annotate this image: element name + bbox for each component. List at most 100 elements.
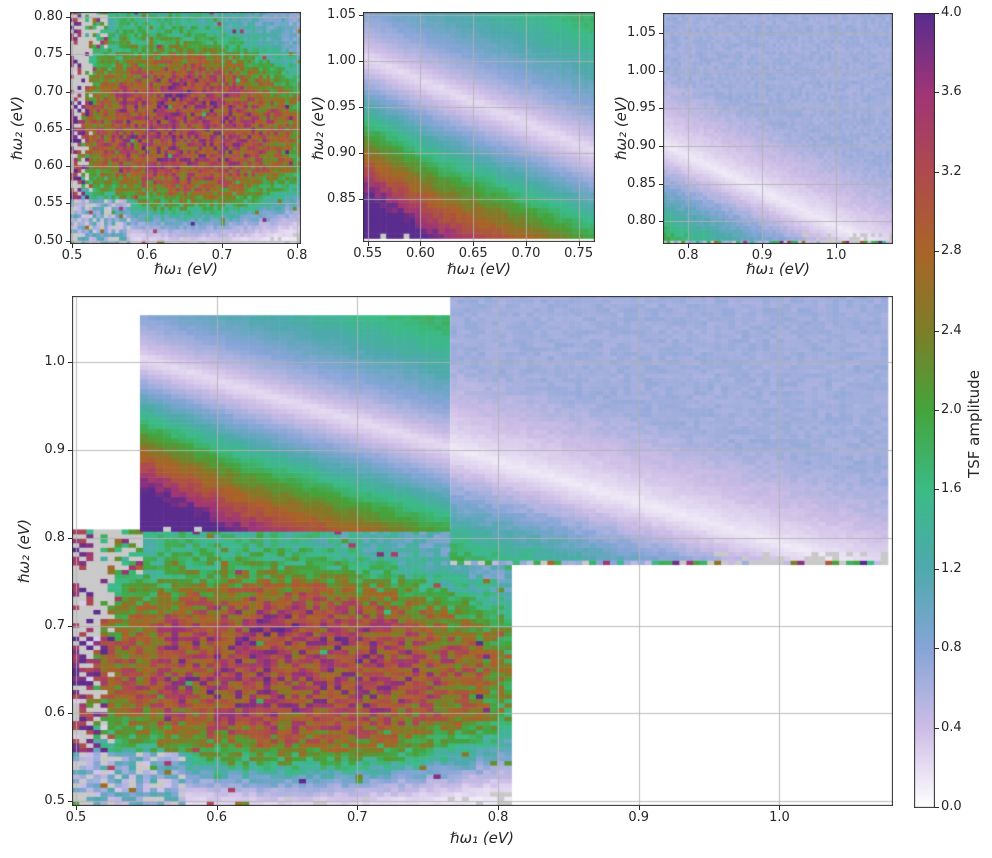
y-tick-label: 0.85 [327,191,356,207]
y-tick-label: 0.90 [327,145,356,161]
heatmap-canvas-high-energy [663,13,893,244]
colorbar-tick-mark [935,330,939,332]
y-tick-label: 0.90 [627,137,656,153]
y-tick-mark [359,15,363,17]
y-tick-mark [359,153,363,155]
colorbar-tick-label: 0.4 [941,719,962,735]
x-tick-label: 1.0 [769,810,790,825]
y-tick-mark [659,33,663,35]
x-tick-mark [473,242,475,246]
y-tick-mark [659,70,663,72]
colorbar-tick-mark [935,568,939,570]
y-tick-mark [359,61,363,63]
y-tick-label: 0.80 [34,9,63,25]
x-tick-mark [638,806,640,810]
y-tick-mark [359,199,363,201]
yaxis-label: ℏω₂ (eV) [15,518,33,584]
y-tick-label: 0.95 [627,100,656,116]
colorbar-tick-label: 2.8 [941,243,962,259]
xaxis-label: ℏω₁ (eV) [446,260,512,278]
colorbar-tick-mark [935,489,939,491]
y-tick-mark [66,166,70,168]
y-tick-label: 0.50 [34,232,63,248]
y-tick-label: 0.6 [44,705,65,721]
colorbar-tick-mark [935,92,939,94]
y-tick-label: 0.85 [627,175,656,191]
y-tick-mark [68,362,72,364]
y-tick-label: 0.70 [34,83,63,99]
colorbar-tick-mark [935,410,939,411]
y-tick-label: 0.80 [627,213,656,229]
colorbar [914,13,935,808]
x-tick-mark [498,806,500,810]
x-tick-label: 0.6 [206,810,227,825]
x-tick-label: 0.75 [564,246,594,261]
y-tick-mark [66,17,70,19]
y-tick-mark [659,183,663,185]
x-tick-mark [836,244,838,248]
colorbar-tick-label: 2.4 [941,322,962,338]
x-tick-label: 0.7 [347,810,368,825]
y-tick-mark [659,221,663,223]
xaxis-label: ℏω₁ (eV) [745,260,811,278]
panel-composite-heatmap [72,296,893,806]
colorbar-tick-mark [935,251,939,253]
y-tick-mark [68,625,72,627]
x-tick-label: 1.0 [825,248,847,263]
y-tick-mark [66,240,70,242]
x-tick-mark [357,806,359,810]
x-tick-mark [147,244,149,248]
colorbar-tick-label: 0.8 [941,640,962,656]
y-tick-label: 0.55 [34,195,63,211]
y-tick-mark [659,108,663,110]
xaxis-label: ℏω₁ (eV) [449,829,515,847]
y-tick-label: 0.9 [44,441,65,457]
x-tick-mark [688,244,690,248]
y-tick-mark [66,54,70,56]
y-tick-mark [659,145,663,147]
x-tick-mark [297,244,299,248]
y-tick-label: 0.7 [44,617,65,633]
heatmap-canvas-composite [72,296,893,806]
x-tick-label: 0.7 [211,248,233,263]
y-tick-mark [68,449,72,451]
x-tick-label: 0.60 [405,246,435,261]
x-tick-mark [779,806,781,810]
y-tick-label: 1.05 [627,25,656,41]
colorbar-label: TSF amplitude [965,370,983,478]
y-tick-label: 1.00 [627,62,656,78]
colorbar-tick-label: 0.0 [941,799,962,814]
x-tick-mark [367,242,369,246]
x-tick-label: 0.8 [487,810,509,825]
colorbar-tick-mark [935,648,939,650]
x-tick-mark [762,244,764,248]
panel-top-left-heatmap [70,12,301,244]
heatmap-canvas-mid-energy [363,12,595,242]
x-tick-label: 0.55 [353,246,383,261]
y-tick-mark [68,801,72,803]
x-tick-mark [72,244,74,248]
x-tick-label: 0.9 [751,248,773,263]
y-tick-label: 1.05 [327,7,356,23]
y-tick-label: 1.0 [44,354,65,370]
x-tick-label: 0.65 [458,246,488,261]
y-tick-label: 0.5 [44,793,65,809]
y-tick-label: 0.75 [34,46,63,62]
xaxis-label: ℏω₁ (eV) [153,260,219,278]
x-tick-mark [75,806,77,810]
x-tick-mark [525,242,527,246]
y-tick-mark [68,713,72,715]
y-tick-label: 0.8 [44,529,65,545]
x-tick-label: 0.8 [286,248,308,263]
y-tick-mark [68,537,72,539]
x-tick-label: 0.8 [677,248,699,263]
colorbar-tick-label: 1.6 [941,481,962,497]
x-tick-label: 0.5 [65,810,87,825]
y-tick-mark [66,128,70,130]
colorbar-tick-mark [935,13,939,14]
colorbar-tick-mark [935,807,939,808]
colorbar-tick-label: 1.2 [941,560,962,576]
colorbar-tick-label: 2.0 [941,402,962,417]
x-tick-label: 0.6 [136,248,158,263]
